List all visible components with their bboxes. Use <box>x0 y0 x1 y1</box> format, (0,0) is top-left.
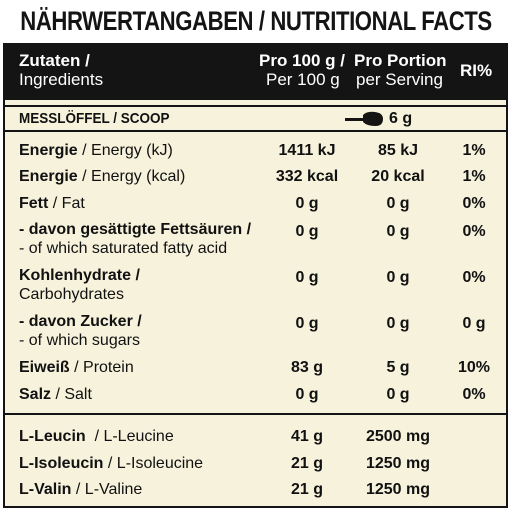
header-ingredients-de: Zutaten / <box>19 51 90 70</box>
value-per-100g: 0 g <box>295 386 319 403</box>
value-per-serving: 1250 mg <box>365 455 431 472</box>
nutrient-label: Energie / Energy (kcal) <box>19 168 185 186</box>
scoop-row: MESSLÖFFEL / SCOOP 6 g <box>5 105 506 132</box>
nutrient-name-en: / Fat <box>48 195 85 212</box>
value-ri: 0% <box>462 386 486 403</box>
value-ri: 0 g <box>462 315 486 332</box>
value-per-serving: 0 g <box>386 386 410 403</box>
scoop-icon <box>345 111 383 126</box>
value-per-serving: 2500 mg <box>365 428 431 445</box>
nutrient-name-de: Energie <box>19 142 78 159</box>
amino-label: L-Leucin / L-Leucine <box>19 428 174 446</box>
scoop-label: MESSLÖFFEL / SCOOP <box>19 110 170 127</box>
nutrient-label: Eiweiß / Protein <box>19 359 134 377</box>
value-per-100g: 0 g <box>295 269 319 286</box>
amino-name-en: / L-Isoleucine <box>103 455 204 472</box>
value-per-serving: 0 g <box>386 269 410 286</box>
amino-name-en: / L-Leucine <box>85 428 174 445</box>
value-per-100g: 332 kcal <box>275 168 339 185</box>
value-ri: 0% <box>462 269 486 286</box>
nutrient-label: - davon gesättigte Fettsäuren / <box>19 221 251 239</box>
nutrient-name-en: / Energy (kcal) <box>77 168 186 185</box>
nutrient-name-de: Salz <box>19 386 52 403</box>
nutrient-label: Kohlenhydrate / <box>19 267 140 285</box>
nutrient-name-de: Energie <box>19 168 78 185</box>
header-ri: RI% <box>460 61 493 80</box>
value-per-serving: 0 g <box>386 223 410 240</box>
value-per-serving: 20 kcal <box>371 168 425 185</box>
value-per-100g: 0 g <box>295 195 319 212</box>
header-per100-de: Pro 100 g / <box>259 51 345 70</box>
nutrient-name-en-line2: - of which sugars <box>19 332 140 349</box>
amino-name-de: L-Valin <box>19 481 72 498</box>
value-ri: 1% <box>462 168 486 185</box>
value-per-100g: 21 g <box>290 455 323 472</box>
nutrient-name-de: Eiweiß <box>19 359 70 376</box>
value-per-100g: 83 g <box>290 359 323 376</box>
value-per-serving: 85 kJ <box>377 142 419 159</box>
table-header: Zutaten / Ingredients Pro 100 g / Per 10… <box>5 45 506 100</box>
value-per-100g: 0 g <box>295 315 319 332</box>
amino-label: L-Isoleucin / L-Isoleucine <box>19 455 203 473</box>
nutrient-name-de: Fett <box>19 195 49 212</box>
nutrient-label: - davon Zucker / <box>19 313 142 331</box>
nutrient-name-en: / Salt <box>51 386 92 403</box>
amino-name-de: L-Leucin <box>19 428 86 445</box>
header-portion-en: per Serving <box>356 70 443 89</box>
amino-name-de: L-Isoleucin <box>19 455 104 472</box>
nutrition-table: Zutaten / Ingredients Pro 100 g / Per 10… <box>3 43 508 508</box>
value-ri: 10% <box>457 359 491 376</box>
value-per-100g: 21 g <box>290 481 323 498</box>
section-divider <box>5 413 506 415</box>
nutrient-name-de: - davon Zucker / <box>19 313 142 330</box>
nutrient-name-en: / Energy (kJ) <box>77 142 173 159</box>
nutrient-name-en-line2: - of which saturated fatty acid <box>19 240 228 257</box>
value-per-serving: 5 g <box>386 359 410 376</box>
amino-label: L-Valin / L-Valine <box>19 481 142 499</box>
amino-name-en: / L-Valine <box>71 481 143 498</box>
value-per-100g: 41 g <box>290 428 323 445</box>
value-per-100g: 1411 kJ <box>278 142 336 159</box>
nutrient-name-de: - davon gesättigte Fettsäuren / <box>19 221 252 238</box>
scoop-value: 6 g <box>389 110 413 127</box>
value-per-serving: 1250 mg <box>365 481 431 498</box>
header-ingredients-en: Ingredients <box>19 70 104 89</box>
nutrient-label: Energie / Energy (kJ) <box>19 142 173 160</box>
nutrient-name-de: Kohlenhydrate / <box>19 267 140 284</box>
value-per-serving: 0 g <box>386 195 410 212</box>
value-per-serving: 0 g <box>386 315 410 332</box>
value-ri: 0% <box>462 195 486 212</box>
nutrient-name-en: / Protein <box>69 359 134 376</box>
nutrient-label: Salz / Salt <box>19 386 92 404</box>
nutrient-name-en-line2: Carbohydrates <box>19 286 124 303</box>
value-ri: 1% <box>462 142 486 159</box>
value-ri: 0% <box>462 223 486 240</box>
value-per-100g: 0 g <box>295 223 319 240</box>
page-title: NÄHRWERTANGABEN / NUTRITIONAL FACTS <box>20 5 492 36</box>
header-portion-de: Pro Portion <box>354 51 447 70</box>
nutrient-label: Fett / Fat <box>19 195 85 213</box>
header-per100-en: Per 100 g <box>266 70 340 89</box>
